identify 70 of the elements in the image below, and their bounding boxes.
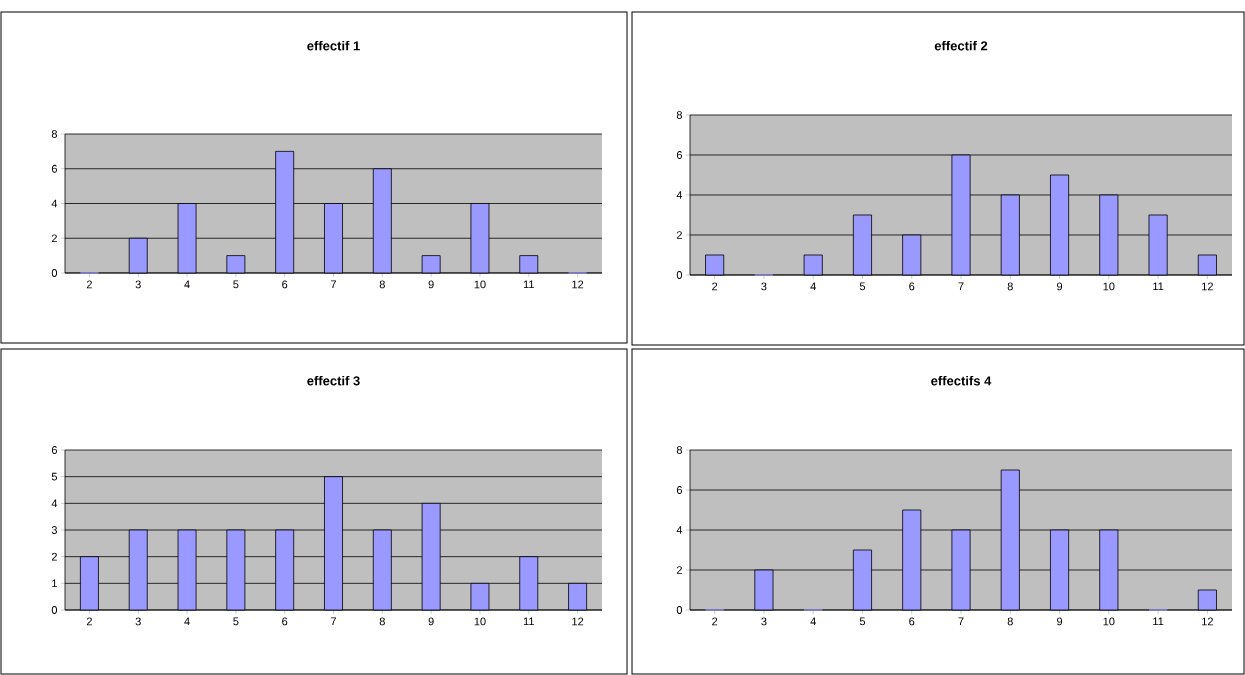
y-tick-label: 2: [676, 231, 682, 239]
x-tick-label: 7: [331, 617, 337, 626]
x-tick-label: 5: [233, 280, 239, 289]
x-tick-label: 12: [1202, 617, 1213, 626]
x-tick-label: 7: [958, 282, 964, 291]
x-tick-label: 3: [135, 617, 141, 626]
x-tick-label: 10: [474, 617, 486, 626]
y-tick-label: 1: [52, 579, 57, 588]
y-tick-label: 4: [51, 199, 58, 208]
x-tick-label: 10: [1103, 282, 1115, 291]
x-tick-label: 12: [572, 617, 584, 626]
chart-title: effectif 1: [307, 40, 360, 51]
x-tick-label: 8: [1007, 282, 1013, 291]
x-tick-label: 11: [1153, 282, 1164, 291]
x-tick-label: 10: [474, 280, 486, 289]
x-tick-label: 3: [761, 282, 767, 291]
y-tick-label: 3: [51, 526, 57, 534]
y-tick-label: 0: [676, 271, 683, 279]
x-tick-label: 8: [379, 617, 385, 626]
y-tick-label: 4: [51, 499, 58, 508]
x-tick-label: 6: [282, 617, 288, 626]
x-tick-label: 4: [810, 282, 816, 291]
x-tick-label: 4: [184, 280, 190, 289]
x-tick-label: 9: [428, 280, 434, 289]
x-tick-label: 11: [1153, 617, 1164, 626]
y-tick-label: 8: [676, 446, 682, 454]
x-tick-label: 3: [135, 280, 141, 289]
x-tick-label: 6: [282, 280, 288, 289]
x-tick-label: 9: [1057, 282, 1063, 291]
x-tick-label: 3: [761, 617, 767, 626]
x-tick-label: 2: [712, 617, 718, 626]
x-tick-label: 4: [184, 617, 190, 626]
y-tick-label: 5: [51, 472, 57, 481]
x-tick-label: 12: [1202, 282, 1213, 291]
x-tick-label: 11: [523, 280, 534, 289]
x-tick-label: 8: [379, 280, 385, 289]
y-tick-label: 6: [51, 164, 57, 173]
x-tick-label: 9: [1057, 617, 1063, 626]
x-tick-label: 4: [810, 617, 816, 626]
y-tick-label: 8: [676, 111, 682, 119]
x-tick-label: 7: [331, 280, 337, 289]
x-tick-label: 11: [523, 617, 534, 626]
x-tick-label: 10: [1103, 617, 1115, 626]
y-tick-label: 6: [51, 446, 57, 454]
x-tick-label: 7: [958, 617, 964, 626]
x-tick-label: 12: [572, 280, 584, 289]
x-tick-label: 5: [859, 617, 866, 626]
x-tick-label: 2: [86, 617, 92, 626]
y-tick-label: 0: [676, 606, 683, 614]
y-tick-label: 4: [676, 191, 683, 199]
x-tick-label: 5: [233, 617, 239, 626]
x-tick-label: 6: [909, 617, 915, 626]
y-tick-label: 0: [51, 606, 58, 614]
y-tick-label: 6: [676, 151, 682, 159]
chart-title: effectif 3: [307, 375, 360, 386]
chart-title: effectifs 4: [931, 375, 992, 386]
y-tick-label: 6: [676, 486, 682, 494]
x-tick-label: 2: [712, 282, 718, 291]
y-tick-label: 0: [51, 269, 58, 277]
y-tick-label: 4: [676, 526, 683, 534]
x-tick-label: 5: [859, 282, 866, 291]
x-tick-label: 6: [909, 282, 915, 291]
y-tick-label: 2: [51, 552, 57, 561]
x-tick-label: 2: [86, 280, 92, 289]
y-tick-label: 2: [676, 566, 682, 574]
y-tick-label: 8: [51, 130, 57, 138]
chart-title: effectif 2: [934, 40, 988, 51]
x-tick-label: 8: [1007, 617, 1013, 626]
x-tick-label: 9: [428, 617, 434, 626]
y-tick-label: 2: [51, 234, 57, 243]
